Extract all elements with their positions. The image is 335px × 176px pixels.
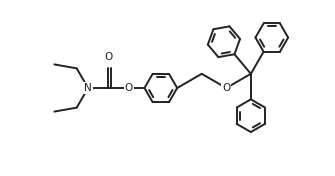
Text: N: N bbox=[84, 83, 92, 93]
Text: O: O bbox=[104, 52, 113, 62]
Text: O: O bbox=[125, 83, 133, 93]
Text: O: O bbox=[222, 83, 230, 93]
